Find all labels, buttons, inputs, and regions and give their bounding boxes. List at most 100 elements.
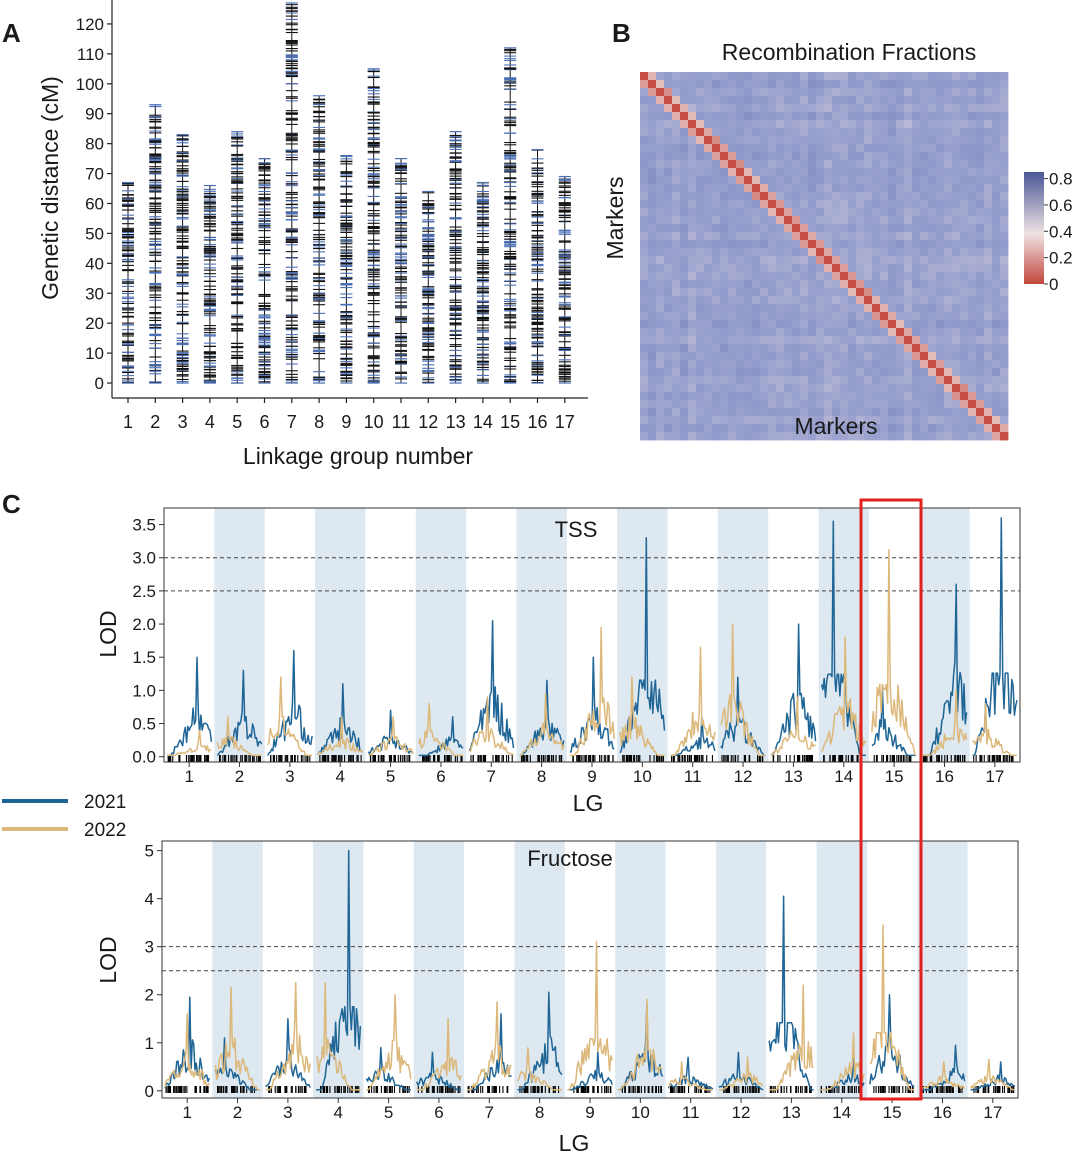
heatmap-cell xyxy=(848,160,857,169)
heatmap-cell xyxy=(704,240,713,249)
heatmap-cell xyxy=(832,328,841,337)
heatmap-cell xyxy=(856,216,865,225)
heatmap-cell xyxy=(680,368,689,377)
panel-b-heatmap: Recombination Fractions Markers Markers … xyxy=(602,39,1073,441)
heatmap-cell xyxy=(776,208,785,217)
heatmap-cell xyxy=(856,408,865,417)
heatmap-cell xyxy=(848,248,857,257)
heatmap-cell xyxy=(928,264,937,273)
heatmap-cell xyxy=(984,360,993,369)
heatmap-cell xyxy=(728,80,737,89)
heatmap-cell xyxy=(648,392,657,401)
heatmap-cell xyxy=(784,408,793,417)
heatmap-cell xyxy=(656,264,665,273)
heatmap-cell xyxy=(984,192,993,201)
heatmap-cell xyxy=(952,192,961,201)
heatmap-cell xyxy=(1000,120,1009,129)
heatmap-cell xyxy=(952,336,961,345)
heatmap-cell xyxy=(928,240,937,249)
heatmap-cell xyxy=(896,336,905,345)
heatmap-cell xyxy=(768,80,777,89)
heatmap-cell xyxy=(968,432,977,441)
lg-band xyxy=(516,508,567,762)
heatmap-cell xyxy=(712,376,721,385)
heatmap-cell xyxy=(784,272,793,281)
heatmap-cell xyxy=(736,96,745,105)
heatmap-cell xyxy=(920,96,929,105)
heatmap-cell xyxy=(1000,392,1009,401)
heatmap-cell xyxy=(976,152,985,161)
heatmap-cell xyxy=(912,416,921,425)
heatmap-cell xyxy=(744,328,753,337)
heatmap-cell xyxy=(664,288,673,297)
heatmap-cell xyxy=(712,320,721,329)
heatmap-cell xyxy=(760,152,769,161)
heatmap-cell xyxy=(776,136,785,145)
heatmap-cell xyxy=(920,192,929,201)
heatmap-cell xyxy=(800,208,809,217)
heatmap-cell xyxy=(648,96,657,105)
heatmap-cell xyxy=(976,208,985,217)
heatmap-cell xyxy=(808,112,817,121)
heatmap-cell xyxy=(952,128,961,137)
heatmap-cell xyxy=(856,176,865,185)
heatmap-cell xyxy=(880,392,889,401)
heatmap-cell xyxy=(712,312,721,321)
heatmap-cell xyxy=(664,200,673,209)
heatmap-cell xyxy=(928,168,937,177)
heatmap-cell xyxy=(928,184,937,193)
heatmap-cell xyxy=(936,352,945,361)
heatmap-cell xyxy=(936,232,945,241)
panel-a-y-tick-label: 70 xyxy=(85,165,104,184)
heatmap-cell xyxy=(656,128,665,137)
heatmap-cell xyxy=(672,264,681,273)
heatmap-cell xyxy=(736,168,745,177)
heatmap-cell xyxy=(688,360,697,369)
heatmap-cell xyxy=(656,176,665,185)
heatmap-cell xyxy=(744,416,753,425)
heatmap-cell xyxy=(704,424,713,433)
heatmap-cell xyxy=(888,224,897,233)
heatmap-cell xyxy=(872,160,881,169)
heatmap-cell xyxy=(992,168,1001,177)
heatmap-cell xyxy=(704,216,713,225)
heatmap-cell xyxy=(688,344,697,353)
heatmap-cell xyxy=(896,224,905,233)
heatmap-cell xyxy=(960,296,969,305)
heatmap-cell xyxy=(960,184,969,193)
heatmap-cell xyxy=(776,432,785,441)
linkage-group-15 xyxy=(504,47,517,384)
heatmap-cell xyxy=(680,104,689,113)
heatmap-cell xyxy=(784,112,793,121)
heatmap-cell xyxy=(760,376,769,385)
heatmap-cell xyxy=(664,344,673,353)
heatmap-cell xyxy=(936,400,945,409)
heatmap-cell xyxy=(944,136,953,145)
heatmap-cell xyxy=(904,264,913,273)
heatmap-cell xyxy=(800,304,809,313)
heatmap-cell xyxy=(808,304,817,313)
heatmap-cell xyxy=(968,312,977,321)
heatmap-cell xyxy=(720,416,729,425)
heatmap-cell xyxy=(864,408,873,417)
heatmap-cell xyxy=(856,112,865,121)
heatmap-cell xyxy=(672,280,681,289)
linkage-group-6 xyxy=(258,158,271,384)
heatmap-cell xyxy=(1000,144,1009,153)
heatmap-cell xyxy=(944,144,953,153)
heatmap-cell xyxy=(824,416,833,425)
heatmap-cell xyxy=(792,264,801,273)
heatmap-cell xyxy=(640,408,649,417)
heatmap-cell xyxy=(800,312,809,321)
heatmap-cell xyxy=(720,344,729,353)
heatmap-cell xyxy=(664,248,673,257)
heatmap-cell xyxy=(848,192,857,201)
heatmap-cell xyxy=(872,216,881,225)
heatmap-cell xyxy=(680,240,689,249)
heatmap-cell xyxy=(888,80,897,89)
heatmap-cell xyxy=(848,392,857,401)
heatmap-cell xyxy=(840,360,849,369)
heatmap-cell xyxy=(640,208,649,217)
heatmap-cell xyxy=(648,144,657,153)
heatmap-cell xyxy=(1000,264,1009,273)
